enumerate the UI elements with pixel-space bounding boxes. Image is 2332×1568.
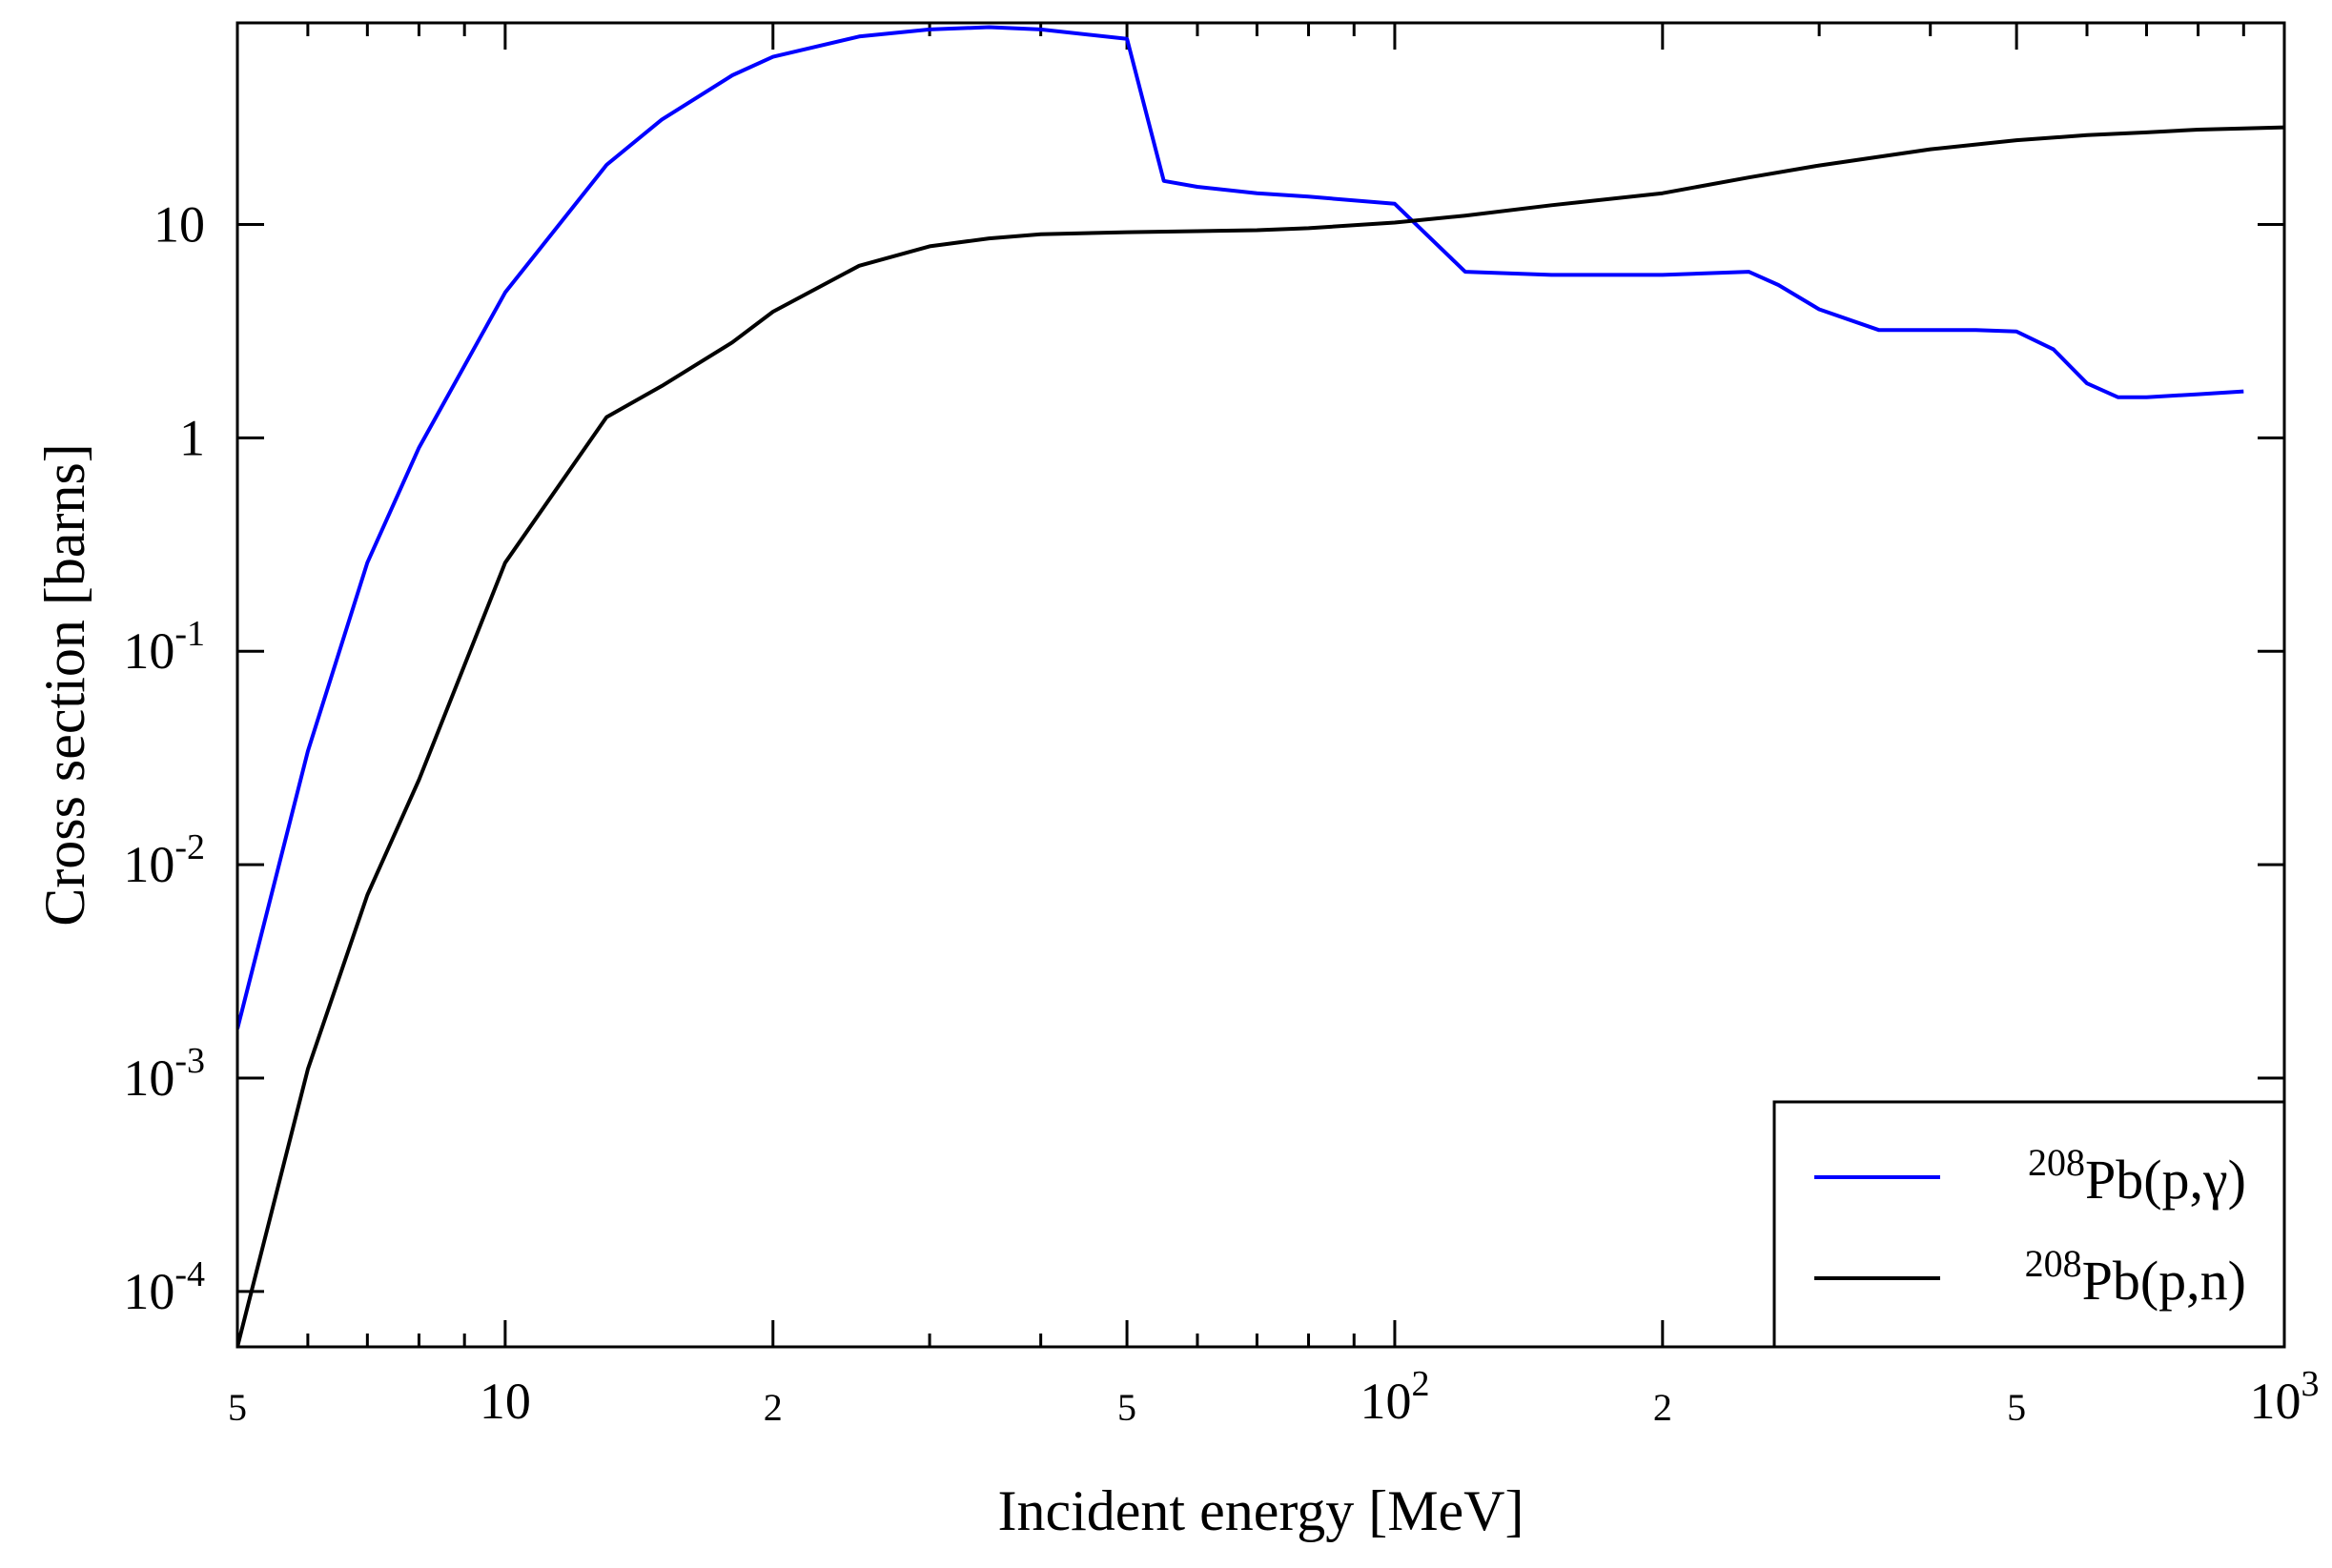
x-tick-label: 2 — [1653, 1386, 1672, 1429]
y-tick-label: 10-2 — [123, 827, 205, 893]
legend-label-2: 208Pb(p,n) — [2025, 1242, 2246, 1312]
legend: 208Pb(p,γ) 208Pb(p,n) — [1772, 1100, 2286, 1349]
series-line-2 — [237, 125, 2284, 1347]
series-line-1 — [237, 25, 2244, 1029]
x-tick-label: 2 — [764, 1386, 783, 1429]
x-tick-label: 10 — [480, 1373, 531, 1430]
y-tick-label: 10-1 — [123, 614, 205, 680]
y-tick-label: 1 — [179, 409, 205, 466]
x-axis-label: Incident energy [MeV] — [997, 1479, 1524, 1542]
series-lines — [237, 25, 2284, 1347]
legend-label-1: 208Pb(p,γ) — [2028, 1141, 2246, 1211]
plot-frame — [235, 21, 2286, 1349]
x-tick-label: 5 — [1117, 1386, 1136, 1429]
legend-box — [1772, 1100, 2286, 1349]
y-tick-label: 10 — [153, 195, 205, 253]
x-tick-label: 5 — [2007, 1386, 2026, 1429]
x-tick-label: 5 — [228, 1386, 247, 1429]
y-axis-label: Cross section [barns] — [33, 443, 96, 927]
legend-items: 208Pb(p,γ) 208Pb(p,n) — [1814, 1141, 2246, 1312]
